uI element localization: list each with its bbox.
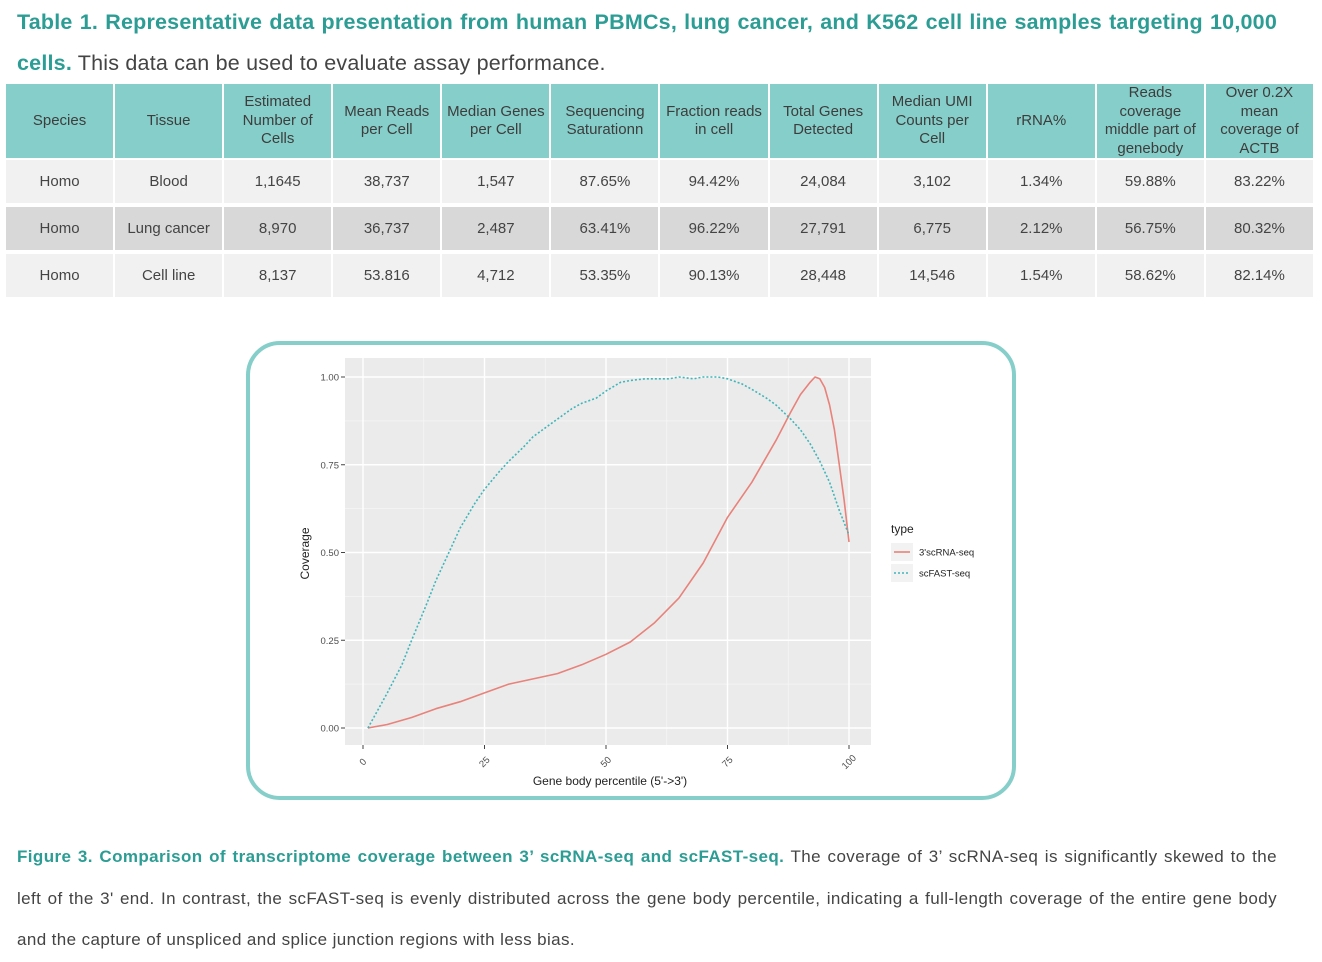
table-row: Homo Lung cancer 8,970 36,737 2,487 63.41% 96.… [6, 205, 1313, 252]
table-cell: 8,137 [224, 252, 332, 299]
y-tick-label: 0.00 [321, 724, 340, 735]
table-cell: 80.32% [1205, 205, 1313, 252]
x-tick-label: 50 [599, 755, 614, 770]
table-cell: 94.42% [660, 158, 768, 205]
table-cell: Lung cancer [115, 205, 223, 252]
table-cell: 1,1645 [224, 158, 332, 205]
column-header: Total Genes Detected [769, 84, 877, 158]
table-cell: 24,084 [769, 158, 877, 205]
figure-caption-text: The coverage of 3’ scRNA-seq is signific… [17, 847, 1277, 949]
column-header: Over 0.2X mean coverage of ACTB [1205, 84, 1313, 158]
table-cell: 82.14% [1205, 252, 1313, 299]
table-cell: 2.12% [987, 205, 1095, 252]
plot-panel [345, 358, 871, 745]
y-tick-label: 0.75 [321, 460, 340, 471]
table-header-row: Species Tissue Estimated Number of Cells Me… [6, 84, 1313, 158]
y-tick-label: 0.25 [321, 636, 340, 647]
x-tick-label: 75 [720, 755, 735, 770]
column-header: rRNA% [987, 84, 1095, 158]
table-cell: 2,487 [442, 205, 550, 252]
series-line-scrna-seq [367, 376, 850, 729]
table-caption-title: Table 1. Representative data presentatio… [17, 10, 1277, 75]
table-cell: 1.34% [987, 158, 1095, 205]
table-cell: 96.22% [660, 205, 768, 252]
table-cell: 56.75% [1096, 205, 1204, 252]
table-cell: 27,791 [769, 205, 877, 252]
table-cell: 59.88% [1096, 158, 1204, 205]
table-cell: 90.13% [660, 252, 768, 299]
y-tick-label: 1.00 [321, 373, 340, 384]
figure-caption: Figure 3. Comparison of transcriptome co… [17, 836, 1277, 961]
table-cell: 14,546 [878, 252, 986, 299]
x-tick-label: 100 [840, 753, 859, 772]
legend-entry: scFAST-seq [919, 569, 970, 580]
column-header: Species [6, 84, 114, 158]
column-header: Fraction reads in cell [660, 84, 768, 158]
table-cell: 58.62% [1096, 252, 1204, 299]
figure-caption-title: Figure 3. Comparison of transcriptome co… [17, 847, 785, 866]
table-cell: 6,775 [878, 205, 986, 252]
table-cell: 36,737 [333, 205, 441, 252]
table-row: Homo Cell line 8,137 53.816 4,712 53.35% 90.13… [6, 252, 1313, 299]
table-cell: 28,448 [769, 252, 877, 299]
table-cell: Homo [6, 205, 114, 252]
series-line-scfast-seq [367, 376, 850, 729]
table-cell: 3,102 [878, 158, 986, 205]
column-header: Median UMI Counts per Cell [878, 84, 986, 158]
x-axis-title: Gene body percentile (5'->3') [533, 774, 687, 788]
table-cell: 53.35% [551, 252, 659, 299]
y-axis-title: Coverage [298, 527, 312, 579]
legend-entry: 3'scRNA-seq [919, 548, 974, 559]
column-header: Tissue [115, 84, 223, 158]
column-header: Median Genes per Cell [442, 84, 550, 158]
table-cell: 1.54% [987, 252, 1095, 299]
table-cell: 83.22% [1205, 158, 1313, 205]
table-cell: 4,712 [442, 252, 550, 299]
table-cell: 38,737 [333, 158, 441, 205]
table-cell: 87.65% [551, 158, 659, 205]
column-header: Mean Reads per Cell [333, 84, 441, 158]
table-cell: 8,970 [224, 205, 332, 252]
column-header: Sequencing Saturationn [551, 84, 659, 158]
table-row: Homo Blood 1,1645 38,737 1,547 87.65% 94.42% 24… [6, 158, 1313, 205]
table-caption: Table 1. Representative data presentatio… [17, 2, 1277, 84]
table-cell: Homo [6, 252, 114, 299]
legend-title: type [891, 522, 914, 536]
table-cell: 1,547 [442, 158, 550, 205]
column-header: Estimated Number of Cells [224, 84, 332, 158]
x-tick-label: 0 [358, 757, 370, 769]
y-tick-label: 0.50 [321, 548, 340, 559]
table-cell: Homo [6, 158, 114, 205]
data-table: Species Tissue Estimated Number of Cells Me… [4, 84, 1315, 299]
table-cell: Cell line [115, 252, 223, 299]
table-cell: 53.816 [333, 252, 441, 299]
table-cell: Blood [115, 158, 223, 205]
table-cell: 63.41% [551, 205, 659, 252]
table-caption-text: This data can be used to evaluate assay … [72, 51, 606, 75]
column-header: Reads coverage middle part of genebody [1096, 84, 1204, 158]
x-tick-label: 25 [477, 755, 492, 770]
